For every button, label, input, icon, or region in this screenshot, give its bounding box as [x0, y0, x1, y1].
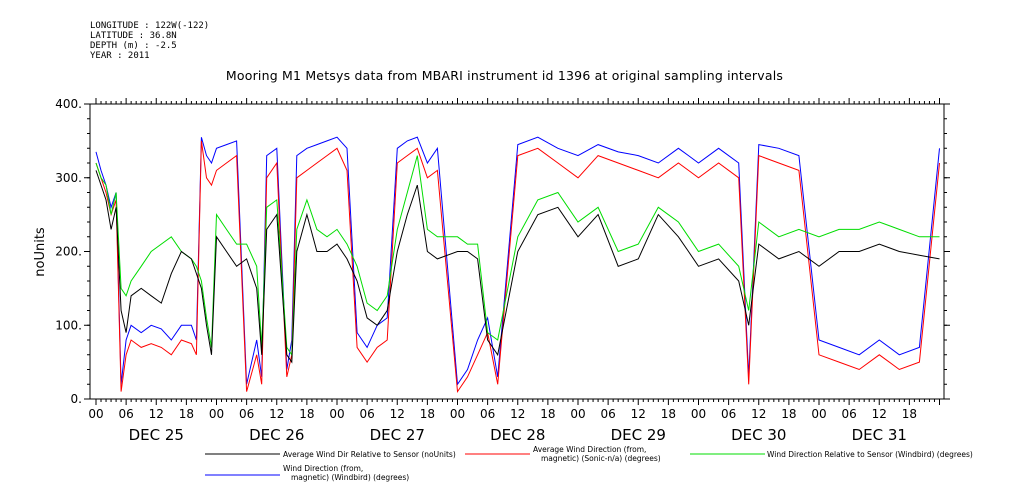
- series-layer: [95, 136, 940, 394]
- chart-title: Mooring M1 Metsys data from MBARI instru…: [225, 68, 784, 83]
- x-tick-label: 18: [902, 407, 917, 421]
- longitude-text: LONGITUDE : 122W(-122): [90, 21, 210, 31]
- latitude-text: LATITUDE : 36.8N: [90, 31, 177, 41]
- x-tick-label: 12: [631, 407, 646, 421]
- series-line: [95, 155, 940, 357]
- x-tick-label: 18: [420, 407, 435, 421]
- x-tick-label: 00: [329, 407, 344, 421]
- x-tick-label: 06: [480, 407, 495, 421]
- x-tick-label: 00: [570, 407, 585, 421]
- legend-label: Average Wind Dir Relative to Sensor (noU…: [283, 450, 456, 459]
- x-tick-label: 06: [359, 407, 374, 421]
- y-tick-label: 0.: [71, 392, 82, 406]
- legend-label-line: Wind Direction Relative to Sensor (Windb…: [767, 450, 973, 459]
- legend-label-line: Average Wind Dir Relative to Sensor (noU…: [283, 450, 456, 459]
- x-tick-label: 18: [299, 407, 314, 421]
- y-tick-label: 200.: [55, 245, 82, 259]
- x-day-label: DEC 31: [852, 426, 907, 444]
- series-line: [95, 136, 940, 386]
- x-tick-label: 12: [149, 407, 164, 421]
- x-tick-label: 12: [510, 407, 525, 421]
- x-tick-label: 06: [841, 407, 856, 421]
- x-tick-label: 18: [661, 407, 676, 421]
- y-tick-label: 100.: [55, 318, 82, 332]
- legend-label: Wind Direction (from, magnetic) (Windbird…: [283, 464, 409, 482]
- x-day-label: DEC 28: [490, 426, 545, 444]
- x-day-label: DEC 27: [370, 426, 425, 444]
- legend-label: Average Wind Direction (from, magnetic) (…: [533, 445, 661, 463]
- y-tick-label: 300.: [55, 171, 82, 185]
- x-tick-label: 18: [540, 407, 555, 421]
- x-tick-label: 06: [600, 407, 615, 421]
- legend: Average Wind Dir Relative to Sensor (noU…: [205, 445, 973, 482]
- legend-label-line: Wind Direction (from,: [283, 464, 363, 473]
- x-tick-label: 18: [781, 407, 796, 421]
- x-tick-label: 00: [209, 407, 224, 421]
- series-line: [95, 170, 940, 364]
- x-tick-label: 12: [751, 407, 766, 421]
- year-text: YEAR : 2011: [90, 51, 150, 61]
- depth-text: DEPTH (m) : -2.5: [90, 41, 177, 51]
- x-tick-label: 12: [390, 407, 405, 421]
- x-tick-label: 18: [179, 407, 194, 421]
- legend-label-line: magnetic) (Windbird) (degrees): [291, 473, 409, 482]
- legend-label-line: Average Wind Direction (from,: [533, 445, 646, 454]
- x-tick-label: 00: [811, 407, 826, 421]
- x-tick-label: 00: [88, 407, 103, 421]
- metadata-block: LONGITUDE : 122W(-122) LATITUDE : 36.8N …: [90, 21, 209, 61]
- x-day-label: DEC 26: [249, 426, 304, 444]
- y-tick-label: 400.: [55, 97, 82, 111]
- x-tick-label: 06: [721, 407, 736, 421]
- x-day-label: DEC 29: [611, 426, 666, 444]
- legend-label: Wind Direction Relative to Sensor (Windb…: [767, 450, 973, 459]
- x-tick-label: 06: [118, 407, 133, 421]
- legend-label-line: magnetic) (Sonic-n/a) (degrees): [541, 454, 661, 463]
- x-day-label: DEC 30: [731, 426, 786, 444]
- x-tick-label: 12: [269, 407, 284, 421]
- x-day-label: DEC 25: [129, 426, 184, 444]
- x-tick-label: 00: [450, 407, 465, 421]
- y-axis-label: noUnits: [33, 227, 48, 277]
- x-tick-label: 00: [691, 407, 706, 421]
- series-line: [95, 140, 940, 394]
- x-tick-label: 12: [872, 407, 887, 421]
- x-tick-label: 06: [239, 407, 254, 421]
- axes-layer: 0. 100. 200. 300. 400. 00 06 12 18 DEC 25 00 06 12 18…: [55, 97, 950, 444]
